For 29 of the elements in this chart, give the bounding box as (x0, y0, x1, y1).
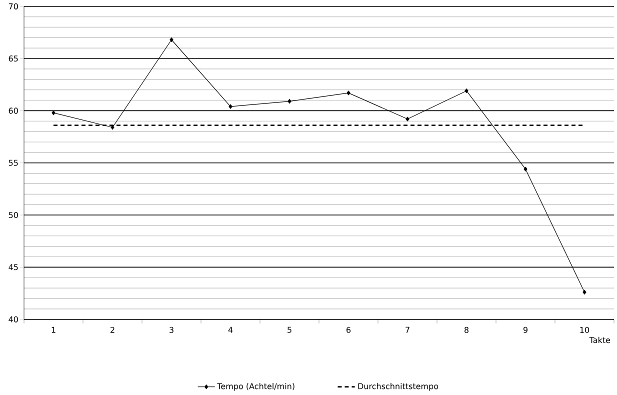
y-tick-label: 50 (8, 212, 18, 218)
y-tick-label: 40 (8, 316, 18, 323)
y-tick-label: 60 (8, 108, 18, 114)
x-tick-label: 2 (110, 327, 114, 334)
point (346, 90, 350, 96)
x-tick-label: 1 (52, 327, 56, 333)
point (524, 167, 528, 172)
y-tick-label: 70 (8, 4, 18, 10)
x-tick-label: 7 (406, 327, 410, 333)
x-tick-label: 10 (580, 327, 590, 334)
point (170, 38, 174, 42)
x-tick-label: 3 (170, 327, 174, 334)
x-tick-label: 6 (346, 327, 351, 334)
x-tick-label: 9 (523, 327, 528, 334)
legend-label: Durchschnittstempo (358, 383, 438, 391)
y-tick-label: 45 (8, 264, 18, 270)
y-tick-label: 65 (8, 56, 18, 62)
x-tick-label: 8 (464, 327, 469, 334)
x-axis-title: Takte (589, 337, 610, 344)
point (582, 290, 586, 295)
point (52, 110, 56, 116)
point (406, 116, 410, 122)
point (288, 99, 292, 104)
x-tick-label: 4 (228, 327, 233, 333)
x-tick-label: 5 (288, 327, 292, 334)
point (464, 88, 468, 94)
legend-label: Tempo (Achtel/min) (217, 383, 294, 391)
point (228, 104, 232, 110)
y-tick-label: 55 (8, 160, 18, 166)
